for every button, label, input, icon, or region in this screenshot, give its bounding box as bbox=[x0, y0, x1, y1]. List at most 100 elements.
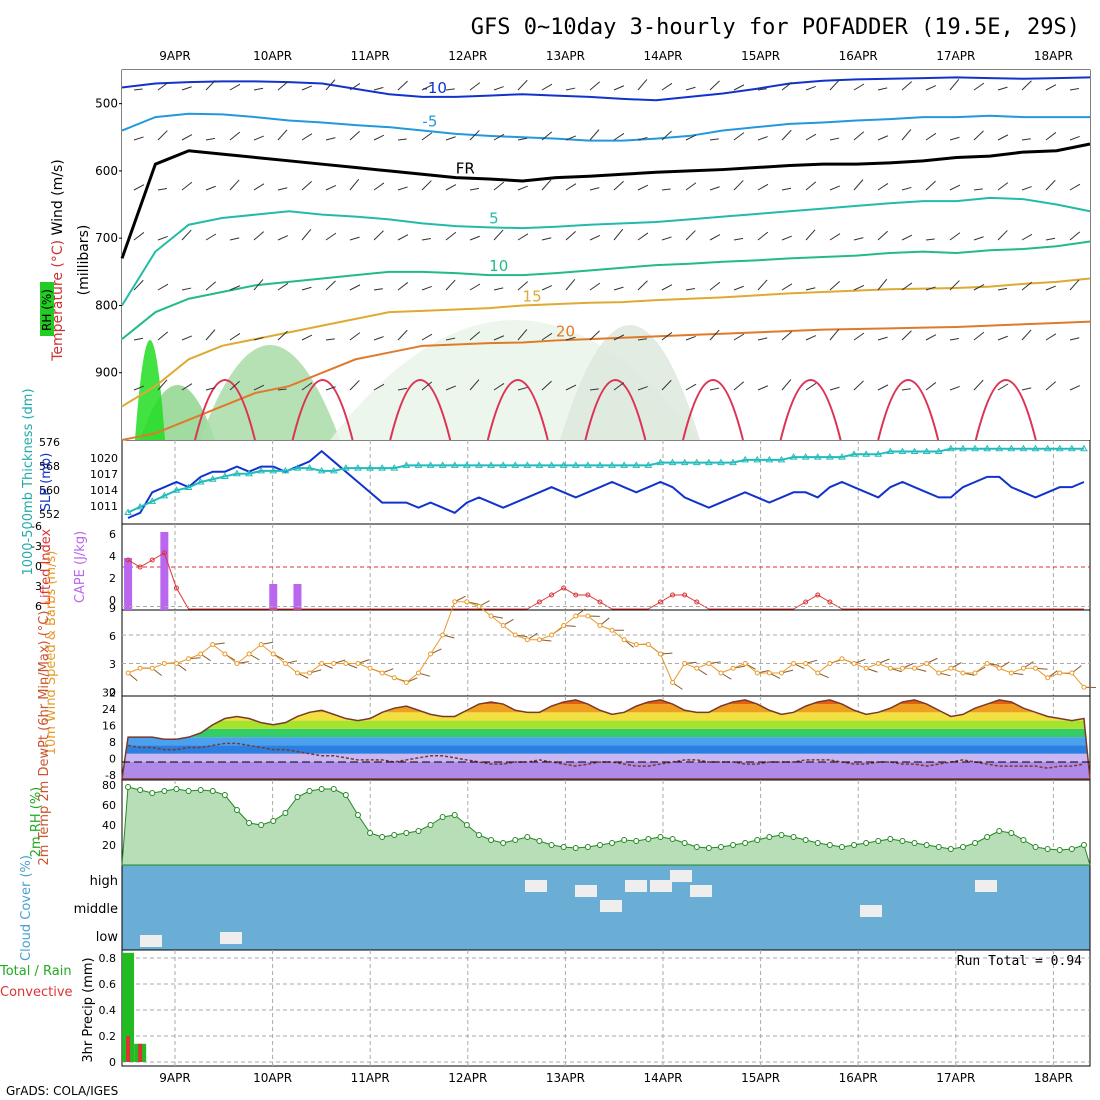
thickness-tick: 552 bbox=[39, 508, 60, 521]
rh-marker bbox=[778, 832, 785, 838]
wind-barb bbox=[589, 187, 600, 191]
wind-barb bbox=[205, 233, 217, 241]
wind10m-marker bbox=[754, 670, 760, 676]
wind-barb bbox=[445, 279, 456, 291]
wind-tick: 6 bbox=[109, 630, 116, 643]
rh-marker bbox=[766, 834, 773, 840]
rh-marker bbox=[475, 832, 482, 838]
wind-barb bbox=[565, 278, 576, 291]
thickness-marker bbox=[390, 464, 399, 471]
wind-barb bbox=[277, 129, 288, 141]
wind-barb bbox=[853, 284, 865, 291]
wind-barb bbox=[541, 237, 552, 241]
wind-barb bbox=[709, 387, 720, 391]
series-line-0 bbox=[127, 449, 1085, 519]
wind-barb bbox=[1045, 285, 1056, 291]
wind-barb bbox=[805, 335, 817, 341]
li-marker bbox=[815, 592, 821, 598]
wind-barb bbox=[397, 80, 408, 91]
surface-warm-contour bbox=[682, 379, 744, 441]
wind-barb bbox=[757, 183, 769, 191]
rh-marker bbox=[367, 830, 374, 836]
wind-barb bbox=[901, 234, 913, 241]
slp-tick: 1017 bbox=[90, 468, 118, 481]
wind-barb bbox=[997, 230, 1008, 241]
wind-barb bbox=[493, 86, 504, 91]
rh-marker bbox=[863, 840, 870, 846]
temp-contour-FR bbox=[120, 142, 1091, 259]
wind-barb bbox=[949, 232, 961, 241]
wind-barb bbox=[829, 79, 840, 91]
wind-barb bbox=[1045, 237, 1056, 241]
wind-barb bbox=[613, 382, 625, 391]
thickness-marker bbox=[1031, 444, 1040, 452]
li-marker bbox=[549, 592, 555, 598]
wind-barb bbox=[925, 85, 937, 91]
wind-barb bbox=[709, 138, 719, 141]
wind-barb bbox=[469, 82, 481, 91]
wind-barb bbox=[325, 280, 336, 291]
precip-tick: 0.2 bbox=[99, 1030, 117, 1043]
li-marker bbox=[573, 592, 579, 598]
temp-tick: 16 bbox=[102, 720, 116, 733]
wind-barb bbox=[901, 129, 912, 141]
wind-barb bbox=[949, 338, 959, 341]
wind-barb bbox=[1045, 179, 1056, 191]
wind-barb bbox=[877, 183, 889, 191]
wind-barb bbox=[349, 178, 360, 191]
thickness-marker bbox=[995, 444, 1004, 452]
wind10m-marker bbox=[258, 642, 264, 647]
panel-frame bbox=[121, 949, 1091, 1067]
wind-barb bbox=[349, 284, 361, 291]
rh-marker bbox=[161, 788, 168, 794]
temp-contour--10 bbox=[121, 76, 1091, 102]
thickness-marker bbox=[462, 461, 471, 468]
rh-marker bbox=[984, 834, 991, 840]
wind10m-marker bbox=[343, 661, 349, 666]
wind-barb bbox=[445, 88, 455, 91]
wind-barb bbox=[517, 329, 528, 341]
wind-barb bbox=[661, 130, 672, 141]
thickness-marker bbox=[886, 447, 895, 455]
wind-barb bbox=[853, 380, 864, 391]
cloud-block bbox=[220, 932, 242, 944]
cloud-block bbox=[860, 905, 882, 917]
surface-warm-contour bbox=[779, 379, 842, 441]
x-label-top: 11APR bbox=[351, 49, 390, 63]
rh-marker bbox=[427, 822, 434, 828]
thickness-marker bbox=[535, 461, 544, 468]
thickness-marker bbox=[1019, 444, 1028, 452]
rh-marker bbox=[572, 845, 579, 851]
wind-barb bbox=[901, 388, 911, 391]
wind-barb bbox=[541, 332, 553, 341]
rh-legend-swatch bbox=[40, 282, 54, 336]
wind-barb bbox=[253, 279, 264, 291]
thickness-marker bbox=[402, 461, 411, 468]
rh-tick: 80 bbox=[102, 779, 116, 792]
wind10m-marker bbox=[706, 661, 712, 666]
wind10m-marker bbox=[1045, 675, 1051, 681]
pressure-tick: 600 bbox=[95, 164, 118, 178]
wind-barb bbox=[301, 334, 313, 341]
cape-bar bbox=[124, 558, 133, 610]
wind10m-marker bbox=[379, 670, 385, 676]
wind10m-marker bbox=[307, 670, 313, 676]
wind-barb bbox=[541, 285, 553, 291]
pressure-tick: 500 bbox=[95, 97, 118, 111]
wind-barb bbox=[253, 231, 265, 241]
wind-barb bbox=[613, 334, 625, 341]
wind-barb bbox=[1045, 84, 1057, 91]
wind-barb bbox=[565, 87, 576, 91]
wind-barb bbox=[205, 185, 216, 191]
cape-bar bbox=[269, 584, 278, 610]
rh-shading bbox=[560, 325, 700, 440]
rh-ylabel: 2m RH (%) bbox=[29, 787, 44, 858]
thickness-marker bbox=[523, 461, 532, 468]
x-label-bottom: 14APR bbox=[643, 1071, 682, 1085]
li-tick: -3 bbox=[31, 540, 42, 553]
wind-barb bbox=[1069, 183, 1081, 191]
wind10m-marker bbox=[984, 661, 990, 666]
wind10m-marker bbox=[645, 642, 651, 647]
rh-marker bbox=[185, 788, 192, 794]
wind-barb bbox=[517, 281, 529, 291]
